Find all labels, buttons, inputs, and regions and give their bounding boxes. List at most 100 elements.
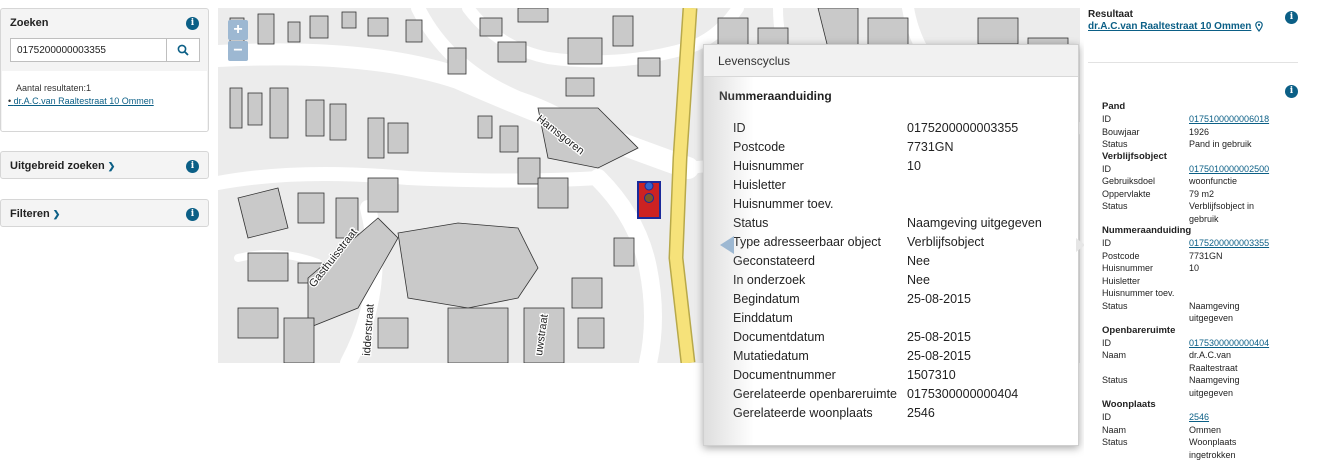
detail-row: Gebruiksdoel woonfunctie (1102, 175, 1282, 188)
advanced-search-header[interactable]: Uitgebreid zoeken ❯ i (1, 152, 208, 180)
next-arrow-icon[interactable] (1076, 238, 1085, 252)
search-panel-header: Zoeken i (1, 9, 208, 37)
detail-row: Naam Ommen (1102, 424, 1282, 437)
popup-header: Levenscyclus (704, 45, 1078, 77)
filter-panel[interactable]: Filteren ❯ i (0, 199, 209, 227)
detail-value (1189, 275, 1281, 288)
detail-id-link[interactable]: 2546 (1189, 412, 1210, 422)
detail-key: Status (1102, 437, 1128, 447)
detail-value: 10 (1189, 263, 1200, 273)
previous-arrow-icon[interactable] (720, 236, 734, 254)
detail-key: Postcode (1102, 250, 1140, 261)
detail-row: Huisletter (1102, 275, 1282, 288)
detail-row: Huisnummer toev. (1102, 287, 1282, 300)
section-title: Pand (1102, 101, 1126, 112)
selected-parcel[interactable] (637, 181, 661, 219)
advanced-search-panel[interactable]: Uitgebreid zoeken ❯ i (0, 151, 209, 179)
search-panel: Zoeken i Aantal resultaten:1 dr.A.C.van … (0, 8, 209, 132)
detail-key: Gebruiksdoel (1102, 176, 1156, 186)
result-panel: Resultaat dr.A.C.van Raaltestraat 10 Omm… (1084, 0, 1320, 473)
detail-value: Pand in gebruik (1189, 139, 1252, 149)
popup-row-key: Geconstateerd (733, 254, 815, 268)
popup-title: Nummeraanduiding (719, 89, 832, 103)
detail-value: Naamgeving uitgegeven (1189, 375, 1240, 398)
info-icon[interactable]: i (186, 16, 199, 30)
popup-row-value: 2546 (907, 406, 935, 420)
detail-value: Woonplaats ingetrokken (1189, 437, 1237, 460)
zoom-out-button[interactable]: − (228, 41, 248, 61)
popup-row-key: Begindatum (733, 292, 800, 306)
map-pin-icon[interactable] (1255, 21, 1264, 32)
result-address-link[interactable]: dr.A.C.van Raaltestraat 10 Ommen (1088, 21, 1264, 33)
detail-key: Naam (1102, 350, 1127, 360)
detail-id-link[interactable]: 0175300000000404 (1189, 337, 1270, 348)
popup-row-value: 25-08-2015 (907, 349, 971, 363)
result-details: Pand ID 0175100000006018 Bouwjaar 1926 Status… (1102, 101, 1282, 461)
popup-row-value: 10 (907, 159, 921, 173)
detail-row: Bouwjaar 1926 (1102, 126, 1282, 139)
popup-row-key: Postcode (733, 140, 786, 154)
popup-header-title: Levenscyclus (718, 53, 791, 68)
detail-value (1189, 287, 1281, 300)
popup-row-value: 25-08-2015 (907, 330, 971, 344)
popup-row-key: Einddatum (733, 311, 793, 325)
detail-key: Huisnummer (1102, 263, 1154, 273)
search-button[interactable] (166, 38, 200, 62)
detail-row: ID 0175300000000404 (1102, 337, 1282, 350)
detail-key: ID (1102, 337, 1111, 348)
detail-value: 1926 (1189, 126, 1210, 137)
section-title: Nummeraanduiding (1102, 225, 1192, 236)
street-label-idderstraat: idderstraat (361, 304, 377, 357)
detail-row: ID 0175200000003355 (1102, 237, 1282, 250)
detail-value: 79 m2 (1189, 188, 1215, 199)
info-icon[interactable]: i (1285, 11, 1298, 24)
detail-id-link[interactable]: 0175200000003355 (1189, 238, 1270, 248)
search-results: Aantal resultaten:1 dr.A.C.van Raaltestr… (2, 71, 207, 131)
detail-row: Status Woonplaats ingetrokken (1102, 436, 1282, 461)
detail-key: Status (1102, 300, 1128, 311)
detail-value: Ommen (1189, 424, 1222, 435)
detail-row: ID 0175010000002500 (1102, 163, 1282, 176)
section-title: Woonplaats (1102, 399, 1156, 410)
detail-value: dr.A.C.van Raaltestraat (1189, 350, 1238, 373)
info-icon[interactable]: i (186, 207, 199, 221)
result-count: Aantal resultaten:1 (16, 83, 92, 93)
lifecycle-popup: Levenscyclus Nummeraanduiding ID 01752000… (703, 44, 1079, 446)
popup-row-key: Huisnummer toev. (733, 197, 834, 211)
search-input[interactable] (10, 38, 166, 62)
result-label: Resultaat (1088, 9, 1134, 20)
popup-row-key: Documentdatum (733, 330, 825, 344)
section-title: Openbareruimte (1102, 324, 1176, 336)
section-title: Verblijfsobject (1102, 150, 1167, 162)
info-icon[interactable]: i (1285, 85, 1298, 98)
main-road (669, 8, 696, 363)
detail-value: Naamgeving uitgegeven (1189, 300, 1240, 324)
detail-id-link[interactable]: 0175010000002500 (1189, 163, 1270, 174)
detail-key: Huisletter (1102, 275, 1141, 286)
detail-value: woonfunctie (1189, 176, 1238, 186)
detail-key: Oppervlakte (1102, 188, 1151, 199)
detail-key: ID (1102, 114, 1111, 124)
chevron-down-icon: ❯ (107, 161, 116, 171)
popup-row-value: 25-08-2015 (907, 292, 971, 306)
detail-key: ID (1102, 163, 1111, 174)
advanced-search-title: Uitgebreid zoeken (10, 160, 105, 172)
search-result-link[interactable]: dr.A.C.van Raaltestraat 10 Ommen (8, 96, 154, 106)
detail-id-link[interactable]: 0175100000006018 (1189, 114, 1270, 124)
detail-value: 7731GN (1189, 250, 1223, 261)
popup-row-value: 0175300000000404 (907, 387, 1019, 401)
popup-row-key: ID (733, 121, 746, 135)
info-icon[interactable]: i (186, 159, 199, 173)
filter-header[interactable]: Filteren ❯ i (1, 200, 208, 228)
zoom-in-button[interactable]: + (228, 20, 248, 40)
popup-row-value: Naamgeving uitgegeven (907, 216, 1042, 230)
search-icon (177, 44, 189, 56)
detail-key: Status (1102, 139, 1128, 149)
popup-row-key: Mutatiedatum (733, 349, 809, 363)
result-address-text: dr.A.C.van Raaltestraat 10 Ommen (1088, 21, 1252, 33)
popup-row-key: Huisletter (733, 178, 786, 192)
popup-row-value: Verblijfsobject (907, 235, 985, 249)
popup-row-value: 7731GN (907, 140, 954, 154)
popup-row-value: Nee (907, 254, 930, 268)
popup-row-value: 0175200000003355 (907, 121, 1019, 135)
